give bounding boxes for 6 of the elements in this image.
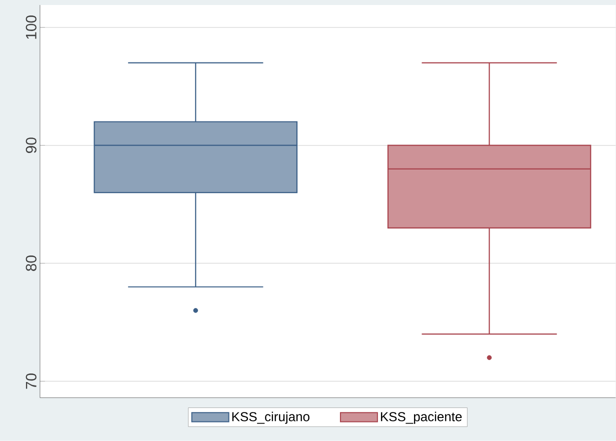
legend-label: KSS_paciente [380,412,462,424]
y-tick-label: 80 [26,256,36,272]
y-tick-label: 70 [26,374,36,389]
y-tick-label: 100 [26,16,36,39]
legend-label: KSS_cirujano [232,412,310,424]
y-tick-label: 90 [26,138,36,154]
